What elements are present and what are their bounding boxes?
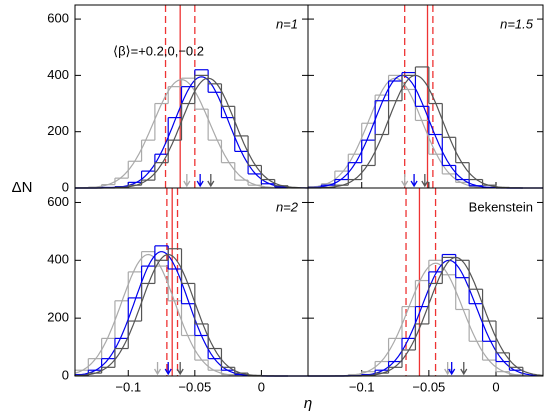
y-tick-label: 200: [47, 310, 69, 325]
arrow-marker: [460, 362, 468, 376]
y-tick-label: 0: [62, 179, 69, 194]
panel-label: n=1.5: [500, 16, 534, 31]
histogram-riser: [347, 254, 524, 376]
arrow-marker: [421, 174, 429, 188]
panel-frame: [307, 4, 544, 189]
arrow-marker: [153, 362, 162, 376]
arrow-marker: [196, 174, 204, 188]
arrow-marker: [410, 174, 418, 188]
arrow-marker: [448, 362, 456, 376]
panel-label: n=1: [276, 16, 298, 31]
fit-curve: [75, 78, 308, 189]
x-tick-label: −0.05: [412, 379, 445, 394]
arrow-marker: [401, 174, 409, 188]
arrow-marker: [183, 174, 191, 188]
y-tick-label: 200: [47, 123, 69, 138]
arrow-marker: [207, 174, 215, 188]
panel-frame: [307, 187, 544, 377]
arrow-marker: [164, 362, 172, 376]
x-tick-label: −0.05: [178, 379, 211, 394]
fit-curve: [307, 77, 543, 189]
x-tick-label: −0.1: [115, 379, 141, 394]
y-tick-label: 600: [47, 194, 69, 209]
x-tick-label: 0: [258, 379, 265, 394]
fit-curve: [308, 256, 544, 377]
y-tick-label: 400: [47, 252, 69, 267]
y-axis-label: ΔN: [12, 179, 33, 196]
arrow-marker: [176, 362, 184, 376]
panel-frame: [74, 187, 309, 377]
panel-label: n=2: [276, 199, 299, 214]
panel-label: Bekenstein: [469, 199, 533, 214]
annotation: ⟨β⟩=+0.2,0,−0.2: [113, 43, 204, 58]
y-tick-label: 0: [62, 367, 69, 382]
fit-curve: [74, 251, 308, 377]
arrow-marker: [444, 362, 452, 376]
y-tick-label: 400: [47, 67, 69, 82]
y-tick-label: 600: [47, 11, 69, 26]
fit-curve: [75, 76, 308, 189]
fit-curve: [75, 77, 308, 189]
x-axis-label: η: [304, 395, 312, 412]
x-tick-label: −0.1: [349, 379, 375, 394]
x-tick-label: 0: [492, 379, 499, 394]
